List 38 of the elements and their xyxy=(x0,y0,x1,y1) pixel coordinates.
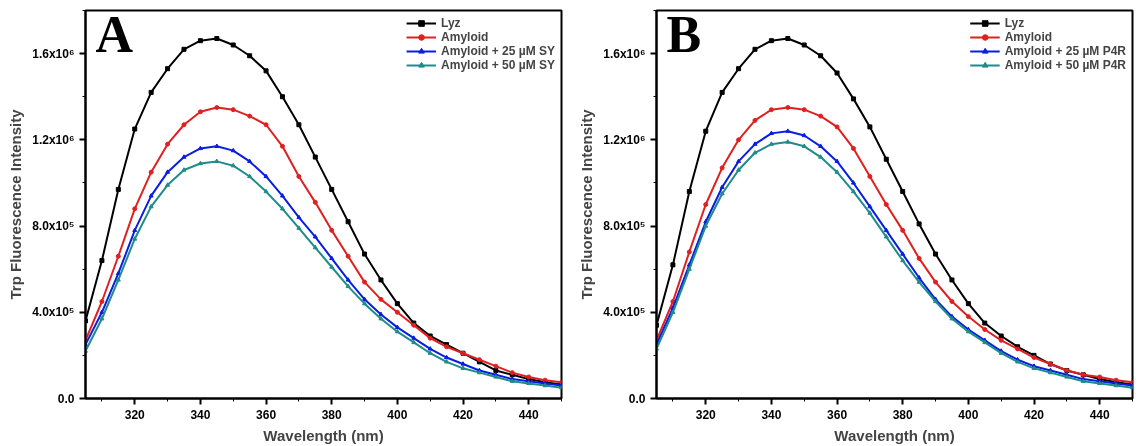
y-tick-label: 1.6x10⁶ xyxy=(32,46,75,61)
y-axis-title: Trp Fluorescence Intensity xyxy=(7,108,25,300)
y-axis-title: Trp Fluorescence Intensity xyxy=(578,108,596,300)
x-tick-label: 420 xyxy=(1024,407,1045,422)
legend-label: Amyloid xyxy=(1004,30,1053,44)
y-tick-label: 0.0 xyxy=(57,391,75,406)
legend-label: Amyloid + 25 µM P4R xyxy=(1004,44,1126,58)
x-axis-title: Wavelength (nm) xyxy=(834,426,955,444)
y-tick-label: 0.0 xyxy=(628,391,646,406)
y-tick-label: 8.0x10⁵ xyxy=(603,219,646,234)
legend-label: Amyloid + 50 µM P4R xyxy=(1004,58,1126,72)
x-tick-label: 440 xyxy=(518,407,540,422)
x-tick-label: 400 xyxy=(387,407,408,422)
annotation: A xyxy=(95,5,134,63)
x-axis-title: Wavelength (nm) xyxy=(263,426,384,444)
y-tick-label: 4.0x10⁵ xyxy=(32,305,75,320)
x-tick-label: 320 xyxy=(124,407,146,422)
y-tick-label: 8.0x10⁵ xyxy=(32,219,75,234)
x-tick-label: 340 xyxy=(190,407,211,422)
x-tick-label: 400 xyxy=(958,407,979,422)
x-tick-label: 420 xyxy=(453,407,474,422)
y-tick-label: 4.0x10⁵ xyxy=(603,305,646,320)
legend-label: Amyloid + 50 µM SY xyxy=(441,58,555,72)
x-tick-label: 360 xyxy=(256,407,277,422)
x-tick-label: 440 xyxy=(1089,407,1111,422)
x-tick-label: 340 xyxy=(761,407,782,422)
y-tick-label: 1.6x10⁶ xyxy=(603,46,646,61)
x-tick-label: 320 xyxy=(695,407,717,422)
legend-label: Lyz xyxy=(1004,16,1025,30)
y-tick-label: 1.2x10⁶ xyxy=(603,132,646,147)
y-tick-label: 1.2x10⁶ xyxy=(32,132,75,147)
x-tick-label: 380 xyxy=(321,407,343,422)
x-tick-label: 380 xyxy=(892,407,914,422)
x-tick-label: 360 xyxy=(827,407,848,422)
legend-label: Lyz xyxy=(441,16,462,30)
legend-label: Amyloid xyxy=(441,30,489,44)
annotation: B xyxy=(666,5,702,63)
legend-label: Amyloid + 25 µM SY xyxy=(441,44,555,58)
